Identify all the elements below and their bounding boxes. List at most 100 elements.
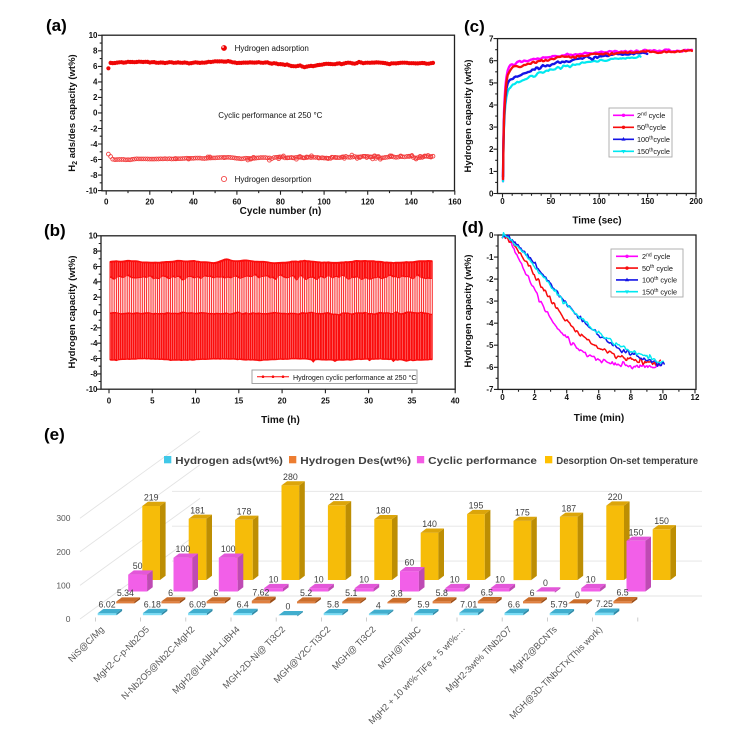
svg-text:1: 1 xyxy=(489,167,494,176)
svg-text:(c): (c) xyxy=(464,17,485,36)
svg-text:221: 221 xyxy=(329,492,344,502)
svg-text:6: 6 xyxy=(530,588,535,598)
svg-text:Hydrogen capacity (wt%): Hydrogen capacity (wt%) xyxy=(67,256,78,369)
svg-text:100thcycle: 100thcycle xyxy=(637,135,670,144)
svg-text:Time (sec): Time (sec) xyxy=(572,216,621,227)
svg-text:40: 40 xyxy=(451,396,460,405)
svg-text:-2: -2 xyxy=(486,275,494,284)
svg-text:0: 0 xyxy=(489,231,494,240)
svg-text:150: 150 xyxy=(641,197,655,206)
svg-text:-8: -8 xyxy=(90,370,98,379)
svg-text:6: 6 xyxy=(489,57,494,66)
svg-text:Cycle number (n): Cycle number (n) xyxy=(240,206,322,217)
svg-text:6.02: 6.02 xyxy=(99,600,116,610)
svg-text:10: 10 xyxy=(314,575,324,585)
svg-text:80: 80 xyxy=(276,197,285,206)
svg-text:100: 100 xyxy=(56,580,70,590)
svg-text:10: 10 xyxy=(586,575,596,585)
svg-text:2nd cycle: 2nd cycle xyxy=(637,111,665,120)
svg-text:0: 0 xyxy=(285,602,290,612)
svg-text:-6: -6 xyxy=(486,363,494,372)
svg-text:-8: -8 xyxy=(90,171,98,180)
svg-text:5: 5 xyxy=(150,396,155,405)
svg-text:0: 0 xyxy=(93,308,98,317)
svg-text:5.8: 5.8 xyxy=(327,600,339,610)
svg-text:0: 0 xyxy=(107,396,112,405)
svg-text:-2: -2 xyxy=(90,124,98,133)
svg-text:300: 300 xyxy=(56,513,70,523)
svg-text:4: 4 xyxy=(376,600,381,610)
svg-text:219: 219 xyxy=(144,493,159,503)
svg-text:Hydrogen cyclic performance at: Hydrogen cyclic performance at 250 °C xyxy=(293,374,417,382)
svg-text:6: 6 xyxy=(213,588,218,598)
svg-text:5.34: 5.34 xyxy=(117,588,134,598)
svg-text:50: 50 xyxy=(133,561,143,571)
svg-text:10: 10 xyxy=(89,232,98,241)
svg-text:50: 50 xyxy=(546,197,555,206)
svg-text:25: 25 xyxy=(321,396,330,405)
svg-text:5.1: 5.1 xyxy=(345,588,357,598)
svg-text:H2 ads/des capacity (wt%): H2 ads/des capacity (wt%) xyxy=(67,54,79,171)
svg-text:0: 0 xyxy=(575,590,580,600)
svg-text:-3: -3 xyxy=(486,297,494,306)
svg-text:50th cycle: 50th cycle xyxy=(642,264,673,273)
svg-text:2nd cycle: 2nd cycle xyxy=(642,252,670,261)
svg-text:10: 10 xyxy=(269,575,279,585)
svg-text:5.8: 5.8 xyxy=(436,588,448,598)
svg-text:20: 20 xyxy=(278,396,287,405)
svg-text:-1: -1 xyxy=(486,253,494,262)
svg-text:Cyclic performance at 250 °C: Cyclic performance at 250 °C xyxy=(218,111,322,120)
svg-text:6.5: 6.5 xyxy=(616,588,628,598)
svg-text:(a): (a) xyxy=(46,16,67,35)
svg-text:40: 40 xyxy=(189,197,198,206)
svg-text:Time (h): Time (h) xyxy=(261,415,300,426)
svg-text:0: 0 xyxy=(500,197,505,206)
svg-text:8: 8 xyxy=(93,47,98,56)
svg-text:10: 10 xyxy=(359,575,369,585)
svg-text:200: 200 xyxy=(56,547,70,557)
svg-text:12: 12 xyxy=(691,393,700,402)
svg-text:8: 8 xyxy=(629,393,634,402)
svg-text:35: 35 xyxy=(407,396,416,405)
svg-text:100: 100 xyxy=(593,197,607,206)
svg-text:7.01: 7.01 xyxy=(460,599,477,609)
svg-text:140: 140 xyxy=(405,197,419,206)
svg-text:150: 150 xyxy=(654,516,669,526)
svg-text:175: 175 xyxy=(515,507,530,517)
svg-text:30: 30 xyxy=(364,396,373,405)
svg-text:Hydrogen capacity (wt%): Hydrogen capacity (wt%) xyxy=(463,60,474,173)
svg-text:(b): (b) xyxy=(44,221,66,240)
svg-text:0: 0 xyxy=(93,109,98,118)
svg-text:6.4: 6.4 xyxy=(237,600,249,610)
svg-text:120: 120 xyxy=(361,197,375,206)
svg-text:10: 10 xyxy=(89,31,98,40)
svg-text:2: 2 xyxy=(93,93,98,102)
svg-text:2: 2 xyxy=(489,145,494,154)
svg-text:5.2: 5.2 xyxy=(300,588,312,598)
svg-text:10: 10 xyxy=(658,393,667,402)
svg-text:(e): (e) xyxy=(44,425,65,444)
svg-text:6.09: 6.09 xyxy=(189,600,206,610)
svg-text:-2: -2 xyxy=(90,324,98,333)
svg-text:10: 10 xyxy=(495,575,505,585)
svg-text:3.8: 3.8 xyxy=(390,589,402,599)
svg-text:6: 6 xyxy=(168,588,173,598)
svg-text:6: 6 xyxy=(93,62,98,71)
svg-text:-5: -5 xyxy=(486,341,494,350)
svg-text:181: 181 xyxy=(190,505,205,515)
svg-text:220: 220 xyxy=(608,492,623,502)
svg-text:6.5: 6.5 xyxy=(481,588,493,598)
svg-text:Hydrogen desorprtion: Hydrogen desorprtion xyxy=(235,175,312,184)
svg-text:Cyclic performance: Cyclic performance xyxy=(428,456,537,467)
svg-text:7.62: 7.62 xyxy=(252,587,269,597)
svg-text:0: 0 xyxy=(543,578,548,588)
svg-text:5: 5 xyxy=(489,79,494,88)
svg-text:10: 10 xyxy=(450,575,460,585)
svg-text:150th cycle: 150th cycle xyxy=(642,287,677,296)
svg-text:-6: -6 xyxy=(90,155,98,164)
svg-text:6.6: 6.6 xyxy=(508,600,520,610)
svg-text:200: 200 xyxy=(689,197,703,206)
svg-text:-10: -10 xyxy=(86,186,98,195)
svg-text:0: 0 xyxy=(500,393,505,402)
svg-text:195: 195 xyxy=(469,501,484,511)
